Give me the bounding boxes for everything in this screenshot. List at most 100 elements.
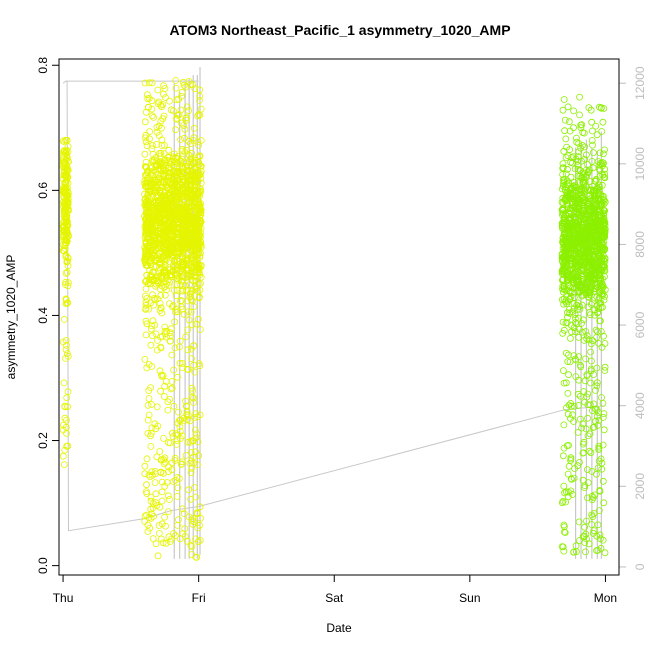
data-point	[567, 158, 574, 166]
data-point	[589, 299, 596, 307]
data-point	[148, 204, 155, 212]
data-point	[64, 262, 72, 270]
data-point	[587, 449, 595, 457]
data-point	[191, 249, 199, 257]
data-point	[570, 352, 578, 360]
data-point	[192, 261, 200, 269]
data-point	[560, 367, 567, 375]
data-point	[154, 175, 162, 183]
data-point	[194, 538, 202, 546]
data-point	[177, 106, 185, 114]
data-point	[559, 160, 567, 168]
data-point	[190, 484, 198, 491]
data-point	[158, 203, 166, 211]
data-point	[148, 332, 156, 340]
data-point	[177, 93, 185, 100]
data-point	[164, 398, 172, 406]
data-point	[145, 221, 153, 229]
data-point	[596, 211, 603, 218]
data-point	[156, 299, 164, 307]
data-point	[188, 297, 196, 305]
data-point	[183, 411, 191, 419]
data-point	[148, 141, 156, 149]
data-point	[196, 153, 204, 161]
data-point	[590, 206, 597, 214]
data-point	[61, 446, 69, 454]
data-point	[182, 286, 190, 294]
data-point	[600, 196, 608, 204]
data-point	[147, 493, 155, 501]
data-point	[153, 140, 160, 148]
data-point	[580, 316, 587, 324]
data-point	[579, 449, 587, 457]
data-point	[63, 300, 71, 307]
data-point	[589, 164, 597, 172]
data-point	[172, 126, 180, 134]
data-point	[188, 287, 196, 295]
data-point	[155, 122, 163, 130]
data-point	[158, 124, 165, 132]
data-point	[156, 188, 164, 195]
data-point	[165, 164, 173, 172]
data-point	[164, 220, 172, 228]
data-point	[169, 433, 177, 441]
data-point	[156, 448, 164, 455]
data-point	[182, 115, 190, 122]
data-point	[194, 172, 201, 180]
data-point	[598, 246, 606, 254]
data-point	[566, 205, 574, 213]
data-point	[147, 429, 155, 437]
data-point	[594, 221, 602, 229]
data-point	[578, 121, 586, 128]
data-point	[161, 214, 168, 222]
data-point	[168, 377, 176, 385]
data-point	[160, 434, 167, 442]
data-point	[581, 523, 588, 531]
data-point	[598, 216, 606, 224]
data-point	[166, 395, 174, 403]
data-point	[595, 507, 603, 515]
data-point	[141, 512, 149, 520]
secondary-y-tick-label: 10000	[633, 147, 647, 181]
data-point	[189, 437, 197, 445]
axes-layer: Thu Fri Sat Sun Mon 0.0 0.2 0.4 0.6 0.8 0 2000 4000 6…	[36, 57, 647, 605]
data-point	[583, 371, 591, 379]
data-point	[162, 539, 170, 547]
data-point	[159, 90, 167, 98]
data-point	[168, 351, 176, 359]
data-point	[187, 212, 194, 220]
data-point	[171, 318, 179, 326]
data-point	[62, 281, 69, 288]
data-point	[180, 134, 188, 142]
data-point	[175, 218, 183, 225]
data-point	[63, 442, 71, 450]
data-point	[185, 316, 193, 324]
data-point	[600, 245, 608, 253]
data-point	[564, 205, 572, 213]
data-point	[588, 496, 596, 504]
data-point	[580, 175, 588, 183]
data-point	[590, 423, 598, 431]
data-point	[565, 462, 573, 470]
data-point	[193, 461, 201, 469]
data-point	[161, 482, 169, 490]
data-point	[162, 269, 170, 277]
data-point	[561, 218, 568, 226]
data-point	[62, 336, 70, 344]
data-point	[598, 128, 606, 135]
data-point	[164, 508, 172, 516]
data-point	[156, 367, 164, 375]
data-point	[600, 410, 608, 418]
data-point	[167, 157, 175, 165]
data-point	[191, 195, 199, 203]
data-point	[577, 144, 585, 152]
data-point	[173, 274, 181, 282]
data-point	[186, 417, 194, 425]
data-point	[592, 405, 599, 413]
data-point	[141, 462, 149, 470]
data-point	[560, 547, 568, 555]
data-point	[159, 192, 167, 200]
data-point	[146, 524, 154, 532]
data-point	[561, 257, 569, 265]
